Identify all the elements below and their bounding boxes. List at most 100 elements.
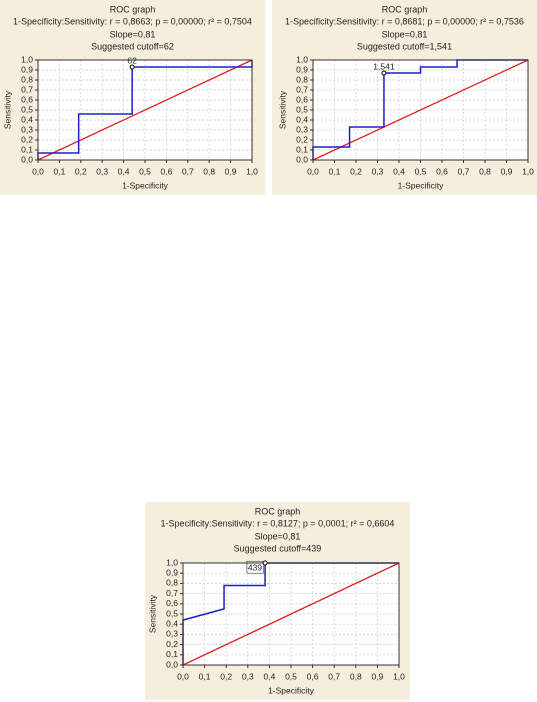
x-tick-label: 0,1 (199, 671, 211, 681)
x-tick-label: 0,8 (203, 166, 215, 176)
y-tick-label: 0,6 (166, 598, 178, 608)
y-tick-label: 0,4 (21, 114, 33, 124)
x-tick-label: 0,5 (415, 166, 427, 176)
y-tick-label: 0,1 (166, 649, 178, 659)
x-tick-label: 0,1 (53, 166, 65, 176)
slope-text: Slope=0,81 (110, 29, 156, 39)
y-tick-label: 0,3 (21, 124, 33, 134)
x-tick-label: 0,9 (501, 166, 513, 176)
y-tick-label: 0,9 (166, 567, 178, 577)
y-tick-label: 0,8 (296, 74, 308, 84)
x-axis-label: 1-Specificity (268, 685, 315, 695)
x-tick-label: 0,1 (329, 166, 341, 176)
y-tick-label: 0,7 (166, 588, 178, 598)
cutoff-label: 62 (127, 55, 137, 65)
y-tick-label: 0,7 (21, 84, 33, 94)
y-tick-label: 1,0 (21, 54, 33, 64)
y-tick-label: 0,0 (21, 154, 33, 164)
x-tick-label: 1,0 (522, 166, 534, 176)
y-tick-label: 0,4 (166, 618, 178, 628)
x-tick-label: 0,8 (479, 166, 491, 176)
cutoff-marker (262, 560, 268, 566)
x-axis-label: 1-Specificity (398, 180, 445, 190)
y-axis-label: Sensitivity (2, 90, 12, 129)
plot-border (182, 562, 400, 666)
y-tick-label: 0,6 (296, 94, 308, 104)
x-tick-label: 0,9 (371, 671, 383, 681)
y-tick-label: 0,9 (296, 64, 308, 74)
reference-line (182, 562, 400, 666)
x-tick-label: 0,6 (307, 671, 319, 681)
cutoff-text: Suggested cutoff=1,541 (357, 41, 452, 51)
chart-title: ROC graph (382, 4, 428, 14)
y-tick-label: 0,0 (296, 154, 308, 164)
x-tick-label: 1,0 (246, 166, 258, 176)
x-tick-label: 0,3 (372, 166, 384, 176)
x-tick-label: 0,7 (328, 671, 340, 681)
x-tick-label: 0,4 (263, 671, 275, 681)
y-tick-label: 0,3 (296, 124, 308, 134)
y-tick-label: 0,1 (296, 144, 308, 154)
y-tick-label: 0,0 (166, 659, 178, 669)
x-tick-label: 1,0 (393, 671, 405, 681)
chart-subtitle: 1-Specificity:Sensitivity: r = 0,8681; p… (285, 16, 524, 26)
y-tick-label: 0,3 (166, 629, 178, 639)
roc-chart: ROC graph 1-Specificity:Sensitivity: r = … (0, 0, 265, 195)
x-tick-label: 0,3 (96, 166, 108, 176)
y-tick-label: 1,0 (296, 54, 308, 64)
y-tick-label: 0,4 (296, 114, 308, 124)
x-tick-label: 0,7 (458, 166, 470, 176)
y-tick-label: 0,6 (21, 94, 33, 104)
cutoff-text: Suggested cutoff=439 (234, 543, 322, 553)
plot-border (37, 59, 253, 161)
y-tick-label: 0,8 (21, 74, 33, 84)
cutoff-label-box (246, 560, 264, 574)
roc-chart: ROC graph 1-Specificity:Sensitivity: r = … (145, 502, 410, 700)
y-tick-label: 0,2 (21, 134, 33, 144)
chart-subtitle: 1-Specificity:Sensitivity: r = 0,8663; p… (13, 16, 252, 26)
roc-curve (37, 60, 253, 160)
x-tick-label: 0,9 (225, 166, 237, 176)
x-tick-label: 0,2 (220, 671, 232, 681)
cutoff-label: 439 (248, 562, 262, 572)
x-tick-label: 0,8 (350, 671, 362, 681)
x-tick-label: 0,5 (139, 166, 151, 176)
plot-border (312, 59, 529, 161)
x-tick-label: 0,0 (307, 166, 319, 176)
y-axis-label: Sensitivity (147, 594, 157, 633)
slope-text: Slope=0,81 (255, 531, 301, 541)
cutoff-marker (129, 64, 135, 70)
reference-line (37, 59, 253, 161)
y-tick-label: 0,1 (21, 144, 33, 154)
chart-subtitle: 1-Specificity:Sensitivity: r = 0,8127; p… (161, 518, 395, 528)
x-tick-label: 0,2 (75, 166, 87, 176)
cutoff-label: 1,541 (373, 61, 395, 71)
y-tick-label: 0,8 (166, 578, 178, 588)
slope-text: Slope=0,81 (382, 29, 428, 39)
cutoff-text: Suggested cutoff=62 (91, 41, 174, 51)
y-tick-label: 0,9 (21, 64, 33, 74)
roc-chart: ROC graph 1-Specificity:Sensitivity: r = … (272, 0, 537, 195)
x-tick-label: 0,3 (242, 671, 254, 681)
chart-title: ROC graph (110, 4, 156, 14)
x-tick-label: 0,2 (350, 166, 362, 176)
x-tick-label: 0,7 (182, 166, 194, 176)
x-tick-label: 0,0 (32, 166, 44, 176)
chart-title: ROC graph (255, 506, 301, 516)
x-tick-label: 0,4 (393, 166, 405, 176)
x-axis-label: 1-Specificity (122, 180, 169, 190)
y-tick-label: 0,5 (21, 104, 33, 114)
cutoff-marker (381, 70, 387, 76)
y-tick-label: 0,5 (166, 608, 178, 618)
x-tick-label: 0,6 (436, 166, 448, 176)
x-tick-label: 0,6 (160, 166, 172, 176)
y-tick-label: 0,5 (296, 104, 308, 114)
y-tick-label: 0,2 (296, 134, 308, 144)
x-tick-label: 0,5 (285, 671, 297, 681)
y-tick-label: 1,0 (166, 557, 178, 567)
y-tick-label: 0,7 (296, 84, 308, 94)
y-axis-label: Sensitivity (277, 90, 287, 129)
x-tick-label: 0,4 (118, 166, 130, 176)
